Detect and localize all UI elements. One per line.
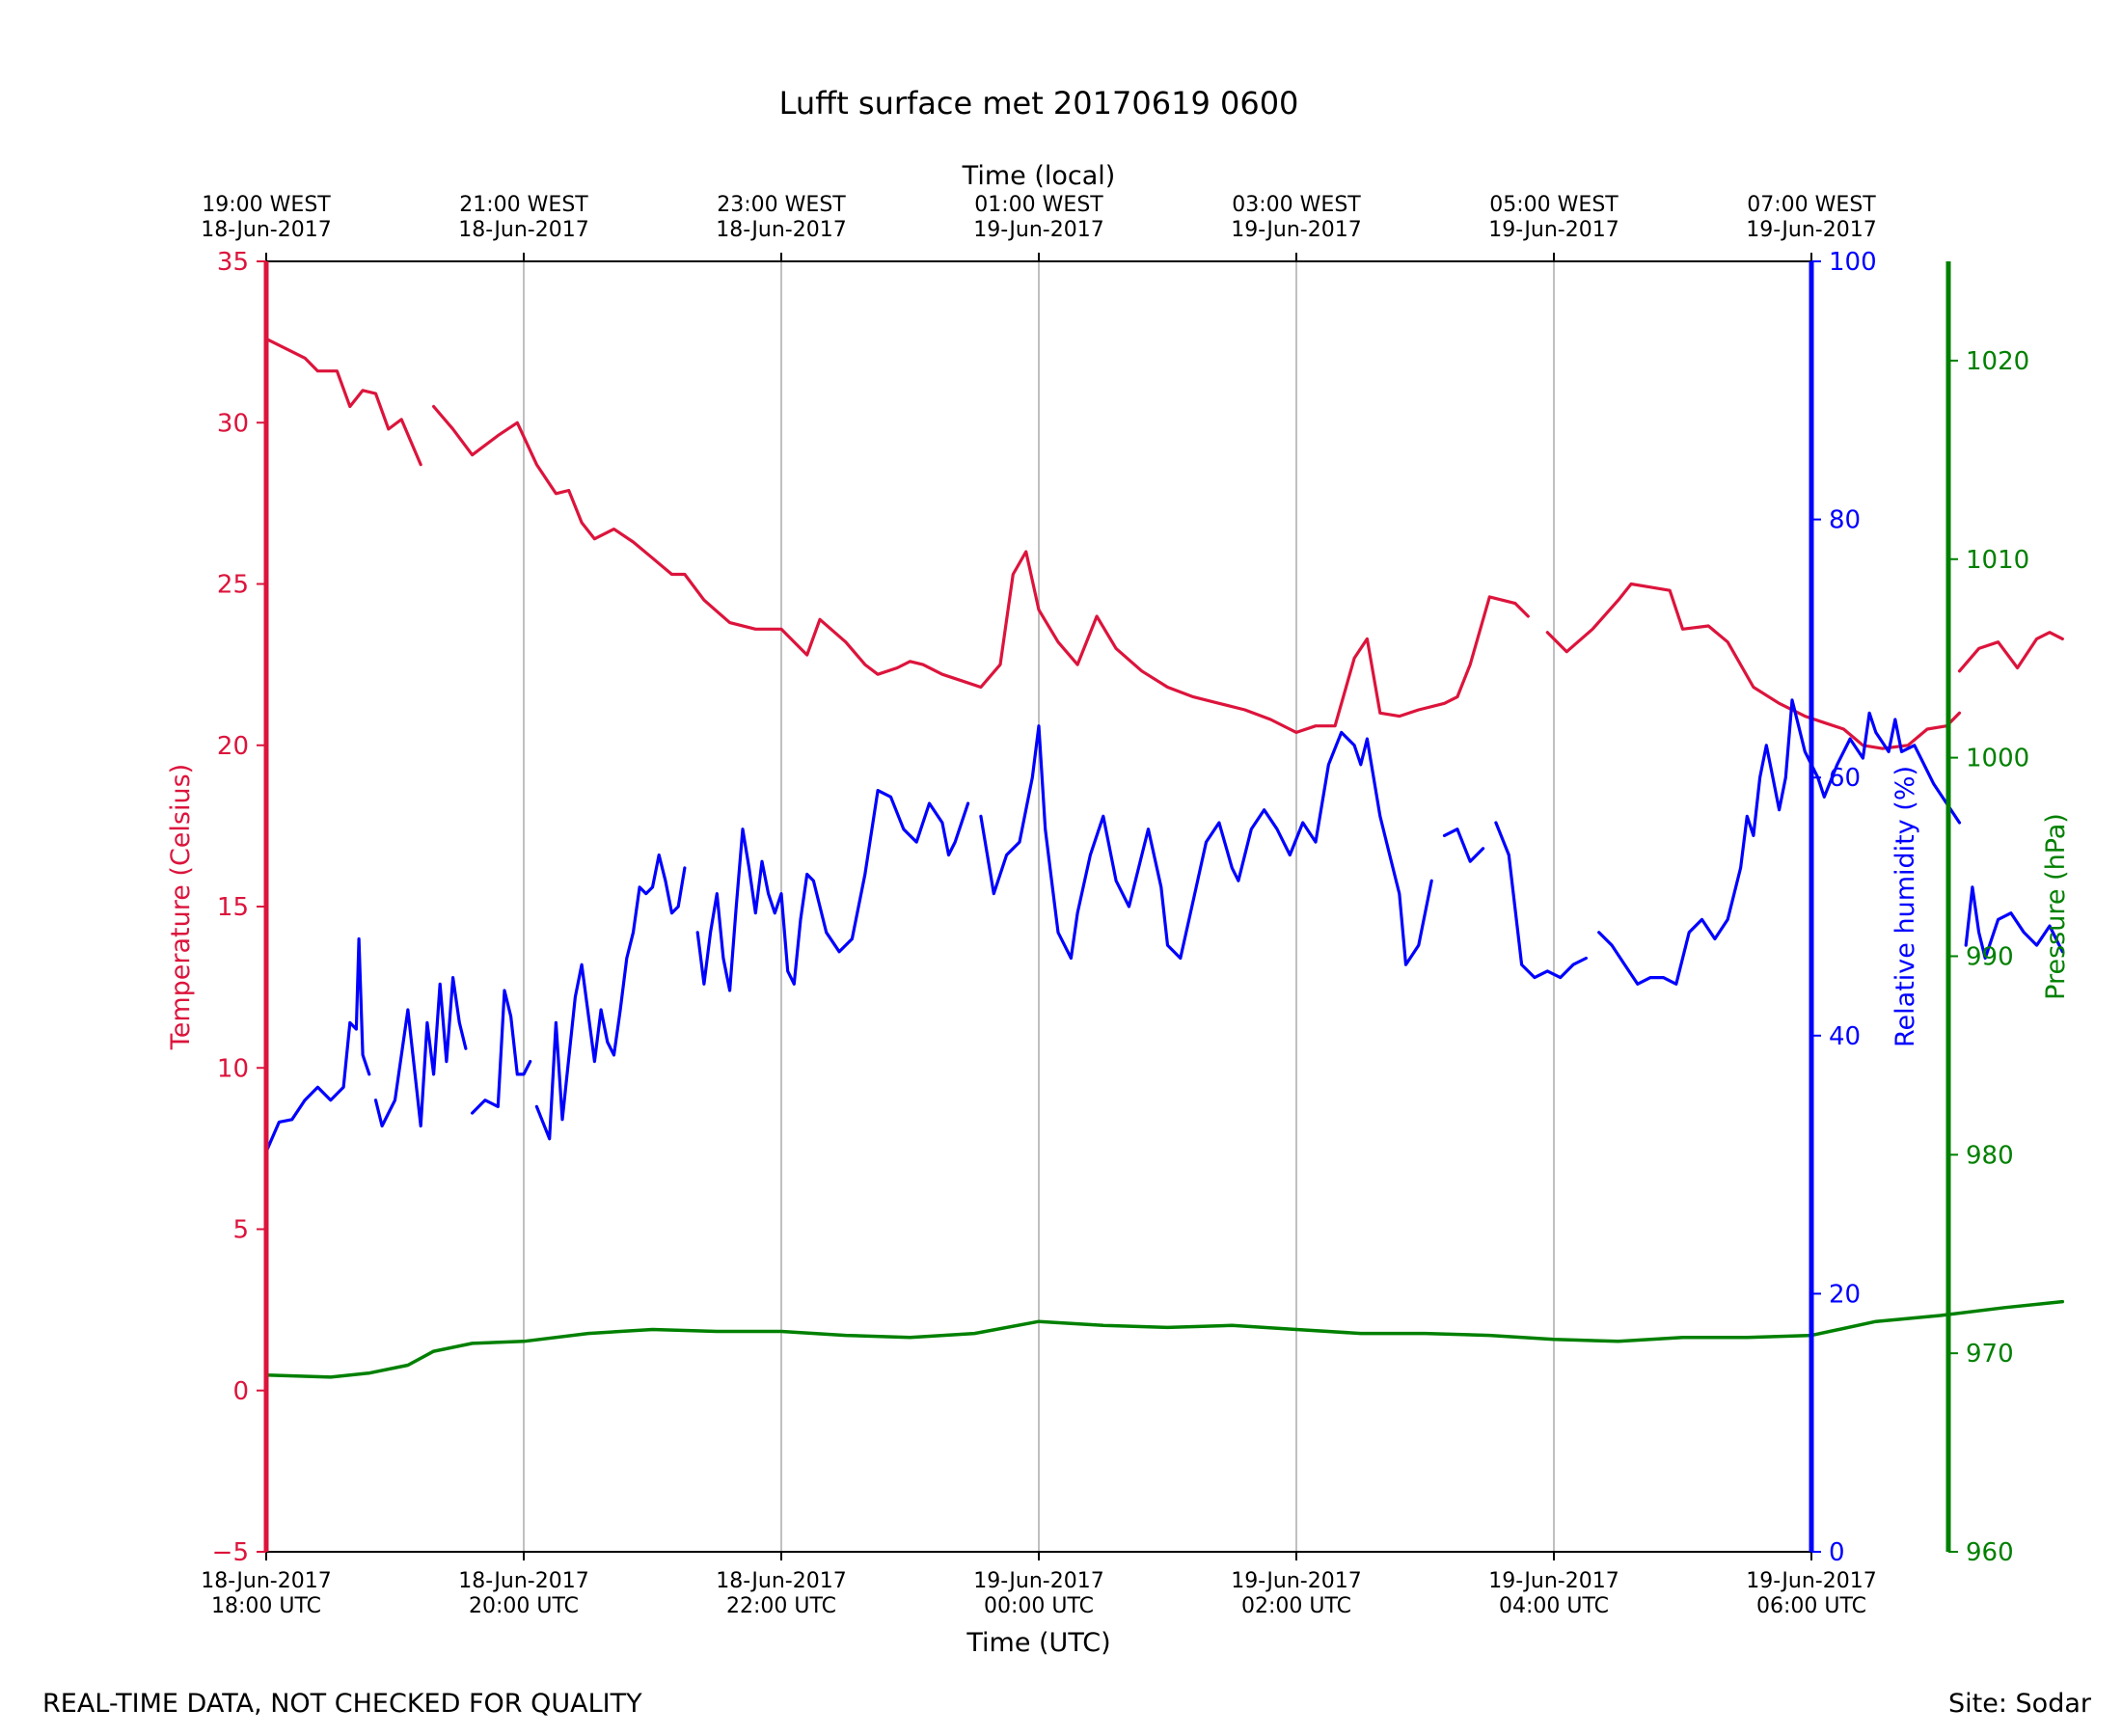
humidity-tick-label: 40: [1829, 1022, 1861, 1051]
series-line-humidity: [1597, 698, 1962, 986]
humidity-tick-label: 0: [1829, 1538, 1845, 1567]
series-line-temperature: [1957, 631, 2064, 673]
x-tick-label-date: 19-Jun-2017: [973, 1569, 1103, 1593]
x2-tick-label-date: 19-Jun-2017: [973, 218, 1103, 242]
chart-title: Lufft surface met 20170619 0600: [779, 85, 1299, 122]
pressure-tick-label: 1000: [1966, 745, 2029, 773]
humidity-tick-label: 60: [1829, 764, 1861, 793]
y-axis-label-pressure: Pressure (hPa): [2041, 813, 2071, 1000]
series-line-humidity: [534, 853, 687, 1141]
temperature-tick-label: 5: [232, 1216, 249, 1245]
x2-tick-label-date: 18-Jun-2017: [201, 218, 331, 242]
series-line-humidity: [1494, 821, 1589, 980]
pressure-tick-label: 970: [1966, 1340, 2014, 1369]
x2-tick-label-time: 03:00 WEST: [1232, 193, 1361, 217]
footer-site: Site: Sodar: [1948, 1689, 2092, 1719]
series-layer: [264, 337, 2065, 1379]
pressure-tick-label: 1010: [1966, 546, 2029, 575]
pressure-tick-label: 1020: [1966, 347, 2029, 376]
x-tick-label-time: 02:00 UTC: [1241, 1594, 1351, 1618]
series-line-humidity: [471, 989, 532, 1115]
temperature-tick-label: 30: [217, 409, 249, 438]
x2-tick-label-date: 19-Jun-2017: [1231, 218, 1361, 242]
series-line-humidity: [979, 724, 1433, 966]
x2-tick-label-time: 23:00 WEST: [717, 193, 846, 217]
y-axis-label-temperature: Temperature (Celsius): [166, 764, 196, 1050]
series-line-temperature: [264, 337, 422, 467]
series-line-humidity: [1442, 827, 1485, 863]
temperature-tick-label: 0: [232, 1377, 249, 1406]
x-tick-label-time: 00:00 UTC: [984, 1594, 1094, 1618]
x-tick-label-date: 18-Jun-2017: [458, 1569, 588, 1593]
series-line-humidity: [695, 788, 970, 992]
humidity-tick-label: 80: [1829, 506, 1861, 535]
x-tick-label-time: 04:00 UTC: [1499, 1594, 1609, 1618]
x2-tick-label-time: 01:00 WEST: [974, 193, 1103, 217]
humidity-tick-label: 20: [1829, 1280, 1861, 1309]
x2-tick-label-time: 21:00 WEST: [459, 193, 588, 217]
humidity-tick-label: 100: [1829, 248, 1877, 277]
x-tick-label-date: 18-Jun-2017: [201, 1569, 331, 1593]
x-tick-label-date: 18-Jun-2017: [716, 1569, 846, 1593]
pressure-tick-label: 990: [1966, 942, 2014, 971]
series-line-pressure: [264, 1299, 2065, 1379]
y-axis-label-humidity: Relative humidity (%): [1891, 766, 1920, 1047]
x2-tick-label-time: 19:00 WEST: [202, 193, 331, 217]
pressure-tick-label: 960: [1966, 1538, 2014, 1567]
series-line-temperature: [432, 404, 1530, 735]
x-tick-label-date: 19-Jun-2017: [1746, 1569, 1876, 1593]
temperature-tick-label: 25: [217, 571, 249, 600]
series-line-temperature: [1545, 582, 1962, 750]
temperature-tick-label: 35: [217, 248, 249, 277]
x2-tick-label-date: 19-Jun-2017: [1746, 218, 1876, 242]
footer-quality-note: REAL-TIME DATA, NOT CHECKED FOR QUALITY: [42, 1689, 642, 1719]
temperature-tick-label: −5: [212, 1538, 249, 1567]
x2-tick-label-date: 18-Jun-2017: [716, 218, 846, 242]
x-tick-label-date: 19-Jun-2017: [1488, 1569, 1619, 1593]
pressure-tick-label: 980: [1966, 1141, 2014, 1170]
x2-axis-label: Time (local): [962, 161, 1116, 191]
series-line-humidity: [264, 936, 371, 1153]
temperature-tick-label: 10: [217, 1054, 249, 1083]
temperature-tick-label: 20: [217, 732, 249, 761]
series-line-humidity: [1964, 885, 2064, 961]
x-tick-label-time: 18:00 UTC: [211, 1594, 321, 1618]
grid: [265, 261, 1812, 1552]
x-axis-label: Time (UTC): [966, 1628, 1110, 1658]
x2-tick-label-date: 19-Jun-2017: [1488, 218, 1619, 242]
x2-tick-label-date: 18-Jun-2017: [458, 218, 588, 242]
series-line-humidity: [373, 975, 468, 1128]
x-tick-label-time: 20:00 UTC: [469, 1594, 579, 1618]
x-tick-label-time: 06:00 UTC: [1756, 1594, 1866, 1618]
x-tick-label-time: 22:00 UTC: [726, 1594, 836, 1618]
x2-tick-label-time: 05:00 WEST: [1489, 193, 1619, 217]
x-tick-label-date: 19-Jun-2017: [1231, 1569, 1361, 1593]
temperature-tick-label: 15: [217, 893, 249, 922]
x2-tick-label-time: 07:00 WEST: [1747, 193, 1876, 217]
